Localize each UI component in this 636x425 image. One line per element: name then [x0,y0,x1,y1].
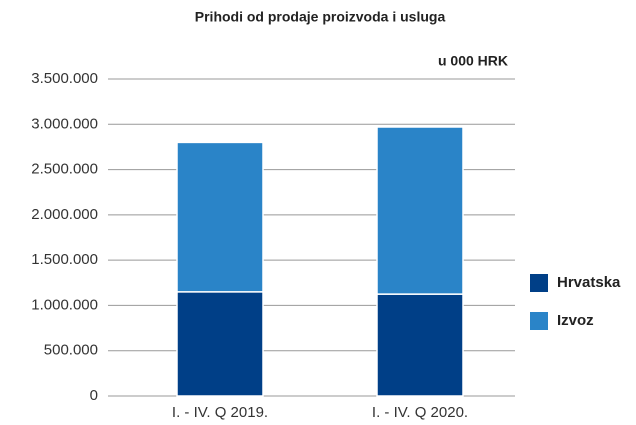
bar-segment [376,126,464,295]
y-tick-label: 1.500.000 [31,251,98,268]
y-tick-label: 1.000.000 [31,296,98,313]
legend-label: Hrvatska [557,274,621,291]
bar-segment [376,293,464,397]
legend-label: Izvoz [557,312,594,329]
x-tick-label: I. - IV. Q 2019. [172,404,268,421]
chart-title: Prihodi od prodaje proizvoda i usluga [195,9,446,25]
legend-swatch [530,274,548,292]
y-tick-label: 2.000.000 [31,206,98,223]
legend-swatch [530,312,548,330]
y-tick-label: 2.500.000 [31,161,98,178]
units-label: u 000 HRK [438,53,508,69]
bar-segment [176,291,264,397]
y-tick-label: 3.000.000 [31,115,98,132]
x-tick-label: I. - IV. Q 2020. [372,404,468,421]
y-tick-label: 500.000 [44,342,98,359]
y-tick-label: 0 [90,387,98,404]
bar-segment [176,141,264,293]
y-tick-label: 3.500.000 [31,70,98,87]
